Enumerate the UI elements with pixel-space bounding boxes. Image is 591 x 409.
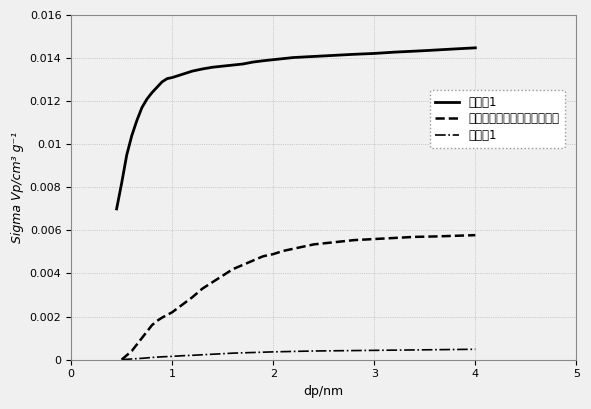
比較例1	[391, 348, 398, 353]
球状に加工した天然黒邉粒子	[452, 234, 459, 238]
球状に加工した天然黒邉粒子	[123, 353, 130, 358]
実施例1	[330, 53, 337, 58]
比較例1	[229, 351, 236, 355]
実施例1	[148, 90, 155, 95]
実施例1	[259, 58, 267, 63]
実施例1	[158, 79, 165, 84]
比較例1	[158, 354, 165, 359]
Line: 実施例1: 実施例1	[116, 48, 475, 209]
Line: 比較例1: 比較例1	[122, 349, 475, 360]
球状に加工した天然黒邉粒子	[154, 318, 161, 323]
実施例1	[290, 55, 297, 60]
実施例1	[123, 153, 130, 157]
球状に加工した天然黒邉粒子	[168, 310, 176, 315]
比較例1	[431, 347, 439, 352]
球状に加工した天然黒邉粒子	[431, 234, 439, 239]
球状に加工した天然黒邉粒子	[144, 329, 151, 334]
球状に加工した天然黒邉粒子	[239, 263, 246, 267]
実施例1	[134, 118, 141, 123]
実施例1	[209, 65, 216, 70]
実施例1	[269, 57, 277, 62]
球状に加工した天然黒邉粒子	[209, 280, 216, 285]
球状に加工した天然黒邉粒子	[259, 254, 267, 259]
実施例1	[219, 64, 226, 69]
球状に加工した天然黒邉粒子	[310, 242, 317, 247]
球状に加工した天然黒邉粒子	[320, 241, 327, 246]
比較例1	[350, 348, 358, 353]
比較例1	[148, 355, 155, 360]
実施例1	[421, 48, 428, 53]
球状に加工した天然黒邉粒子	[371, 236, 378, 241]
球状に加工した天然黒邉粒子	[300, 244, 307, 249]
球状に加工した天然黒邉粒子	[189, 295, 196, 300]
実施例1	[199, 67, 206, 72]
実施例1	[154, 85, 161, 90]
実施例1	[239, 61, 246, 66]
比較例1	[452, 347, 459, 352]
比較例1	[411, 348, 418, 353]
球状に加工した天然黒邉粒子	[134, 342, 141, 347]
球状に加工した天然黒邉粒子	[199, 286, 206, 291]
実施例1	[249, 60, 256, 65]
実施例1	[144, 97, 151, 101]
実施例1	[178, 72, 186, 77]
球状に加工した天然黒邉粒子	[280, 248, 287, 253]
球状に加工した天然黒邉粒子	[249, 258, 256, 263]
実施例1	[472, 45, 479, 50]
実施例1	[350, 52, 358, 57]
比較例1	[269, 349, 277, 354]
球状に加工した天然黒邉粒子	[290, 246, 297, 251]
実施例1	[310, 54, 317, 59]
比較例1	[472, 347, 479, 352]
実施例1	[128, 133, 135, 138]
球状に加工した天然黒邉粒子	[219, 273, 226, 278]
X-axis label: dp/nm: dp/nm	[304, 385, 344, 398]
比較例1	[189, 353, 196, 358]
実施例1	[118, 181, 125, 186]
球状に加工した天然黒邉粒子	[138, 336, 145, 341]
球状に加工した天然黒邉粒子	[148, 323, 155, 328]
実施例1	[168, 75, 176, 80]
球状に加工した天然黒邉粒子	[118, 357, 125, 362]
Line: 球状に加工した天然黒邉粒子: 球状に加工した天然黒邉粒子	[122, 235, 475, 360]
比較例1	[310, 348, 317, 353]
比較例1	[118, 357, 125, 362]
実施例1	[164, 76, 171, 81]
球状に加工した天然黒邉粒子	[391, 236, 398, 240]
比較例1	[128, 357, 135, 362]
球状に加工した天然黒邉粒子	[128, 348, 135, 353]
比較例1	[249, 350, 256, 355]
比較例1	[371, 348, 378, 353]
球状に加工した天然黒邉粒子	[158, 315, 165, 320]
実施例1	[452, 47, 459, 52]
実施例1	[138, 105, 145, 110]
球状に加工した天然黒邉粒子	[330, 240, 337, 245]
比較例1	[168, 354, 176, 359]
球状に加工した天然黒邉粒子	[411, 234, 418, 239]
球状に加工した天然黒邉粒子	[472, 233, 479, 238]
球状に加工した天然黒邉粒子	[229, 267, 236, 272]
比較例1	[209, 352, 216, 357]
実施例1	[113, 207, 120, 211]
比較例1	[178, 353, 186, 358]
比較例1	[138, 356, 145, 361]
実施例1	[280, 56, 287, 61]
比較例1	[290, 349, 297, 354]
比較例1	[330, 348, 337, 353]
実施例1	[229, 63, 236, 67]
実施例1	[391, 49, 398, 54]
球状に加工した天然黒邉粒子	[350, 238, 358, 243]
Legend: 実施例1, 球状に加工した天然黒邉粒子, 比較例1: 実施例1, 球状に加工した天然黒邉粒子, 比較例1	[430, 90, 566, 148]
球状に加工した天然黒邉粒子	[269, 252, 277, 256]
Y-axis label: Sigma Vp/cm³ g⁻¹: Sigma Vp/cm³ g⁻¹	[11, 132, 24, 243]
実施例1	[189, 69, 196, 74]
実施例1	[371, 51, 378, 56]
球状に加工した天然黒邉粒子	[178, 302, 186, 307]
